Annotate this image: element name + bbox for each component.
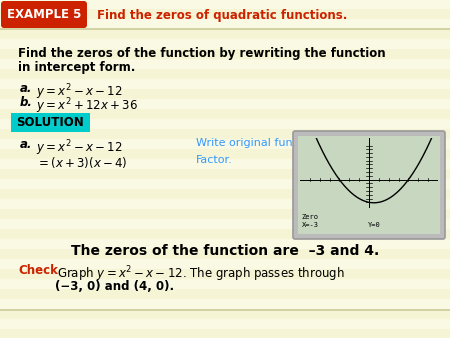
Text: The zeros of the function are  –3 and 4.: The zeros of the function are –3 and 4. [71, 244, 379, 258]
Bar [0, 98, 450, 108]
Text: $y = x^2 - x - 12$: $y = x^2 - x - 12$ [36, 82, 122, 102]
Text: $= (x + 3)(x - 4)$: $= (x + 3)(x - 4)$ [36, 155, 127, 170]
Bar [0, 58, 450, 68]
Text: a.: a. [20, 138, 32, 151]
Bar [0, 218, 450, 228]
Bar [0, 8, 450, 18]
Text: (−3, 0) and (4, 0).: (−3, 0) and (4, 0). [55, 280, 174, 293]
FancyBboxPatch shape [293, 131, 445, 239]
FancyBboxPatch shape [298, 136, 440, 234]
Bar [0, 118, 450, 128]
Text: EXAMPLE 5: EXAMPLE 5 [7, 8, 81, 22]
Bar [0, 0, 450, 8]
Bar [0, 308, 450, 318]
Bar [0, 248, 450, 258]
Bar [0, 268, 450, 278]
Bar [0, 148, 450, 158]
Bar [0, 238, 450, 248]
Bar [0, 318, 450, 328]
Bar [0, 48, 450, 58]
Bar [0, 88, 450, 98]
Text: Write original function.: Write original function. [196, 138, 324, 148]
Bar [0, 68, 450, 78]
Text: $y = x^2 + 12x + 36$: $y = x^2 + 12x + 36$ [36, 96, 138, 116]
Bar [0, 128, 450, 138]
Text: a.: a. [20, 82, 32, 95]
Bar [0, 188, 450, 198]
Text: X=-3: X=-3 [302, 222, 319, 228]
Bar [0, 158, 450, 168]
Text: Graph $y = x^2 - x - 12$. The graph passes through: Graph $y = x^2 - x - 12$. The graph pass… [57, 264, 345, 284]
FancyBboxPatch shape [1, 1, 87, 28]
Bar [0, 228, 450, 238]
Bar [0, 78, 450, 88]
Text: SOLUTION: SOLUTION [16, 116, 84, 129]
Text: Factor.: Factor. [196, 155, 233, 165]
Bar [0, 18, 450, 28]
Bar [0, 258, 450, 268]
FancyBboxPatch shape [11, 113, 90, 132]
Text: $y = x^2 - x - 12$: $y = x^2 - x - 12$ [36, 138, 122, 158]
Text: in intercept form.: in intercept form. [18, 61, 135, 74]
Bar [0, 178, 450, 188]
Bar [0, 278, 450, 288]
Bar [0, 198, 450, 208]
Text: Check: Check [18, 264, 58, 277]
Text: Y=0: Y=0 [368, 222, 381, 228]
Bar [0, 38, 450, 48]
Bar [0, 28, 450, 38]
Bar [0, 108, 450, 118]
Bar [0, 138, 450, 148]
Bar [0, 288, 450, 298]
Bar [0, 208, 450, 218]
Text: b.: b. [20, 96, 33, 109]
Text: Find the zeros of quadratic functions.: Find the zeros of quadratic functions. [97, 8, 347, 22]
Bar [0, 298, 450, 308]
Text: Zero: Zero [302, 214, 319, 220]
Bar [0, 168, 450, 178]
Text: Find the zeros of the function by rewriting the function: Find the zeros of the function by rewrit… [18, 47, 386, 60]
Bar [0, 328, 450, 338]
